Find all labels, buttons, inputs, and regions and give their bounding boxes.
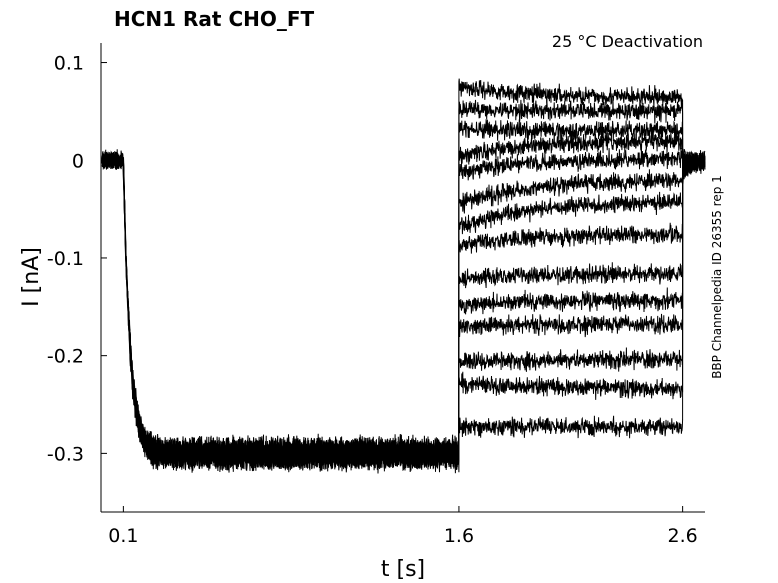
annotation: 25 °C Deactivation	[552, 32, 703, 51]
trace-12	[101, 150, 706, 471]
trace-2	[101, 99, 706, 471]
y-tick-label: -0.2	[47, 346, 84, 368]
y-tick-label: 0.1	[54, 53, 84, 75]
x-tick-label: 2.6	[668, 525, 698, 547]
traces	[101, 78, 706, 474]
trace-6	[101, 151, 706, 472]
trace-13	[101, 150, 706, 474]
trace-9	[101, 151, 706, 473]
x-tick-label: 0.1	[108, 525, 138, 547]
trace-7	[102, 151, 706, 473]
y-tick-label: -0.3	[47, 443, 84, 465]
x-axis-label: t [s]	[381, 557, 425, 582]
trace-10	[101, 151, 706, 472]
trace-11	[101, 151, 706, 473]
ticks: 0.1 1.6 2.6 0.1 0 -0.1 -0.2 -0.3	[47, 53, 698, 547]
x-tick-label: 1.6	[444, 525, 474, 547]
chart-title: HCN1 Rat CHO_FT	[114, 7, 315, 31]
trace-5	[101, 148, 706, 472]
trace-14	[101, 148, 706, 474]
y-axis-label: I [nA]	[19, 247, 44, 307]
y-tick-label: 0	[72, 150, 84, 172]
trace-8	[101, 152, 706, 472]
side-label: BBP Channelpedia ID 26355 rep 1	[710, 175, 724, 379]
y-tick-label: -0.1	[47, 248, 84, 270]
